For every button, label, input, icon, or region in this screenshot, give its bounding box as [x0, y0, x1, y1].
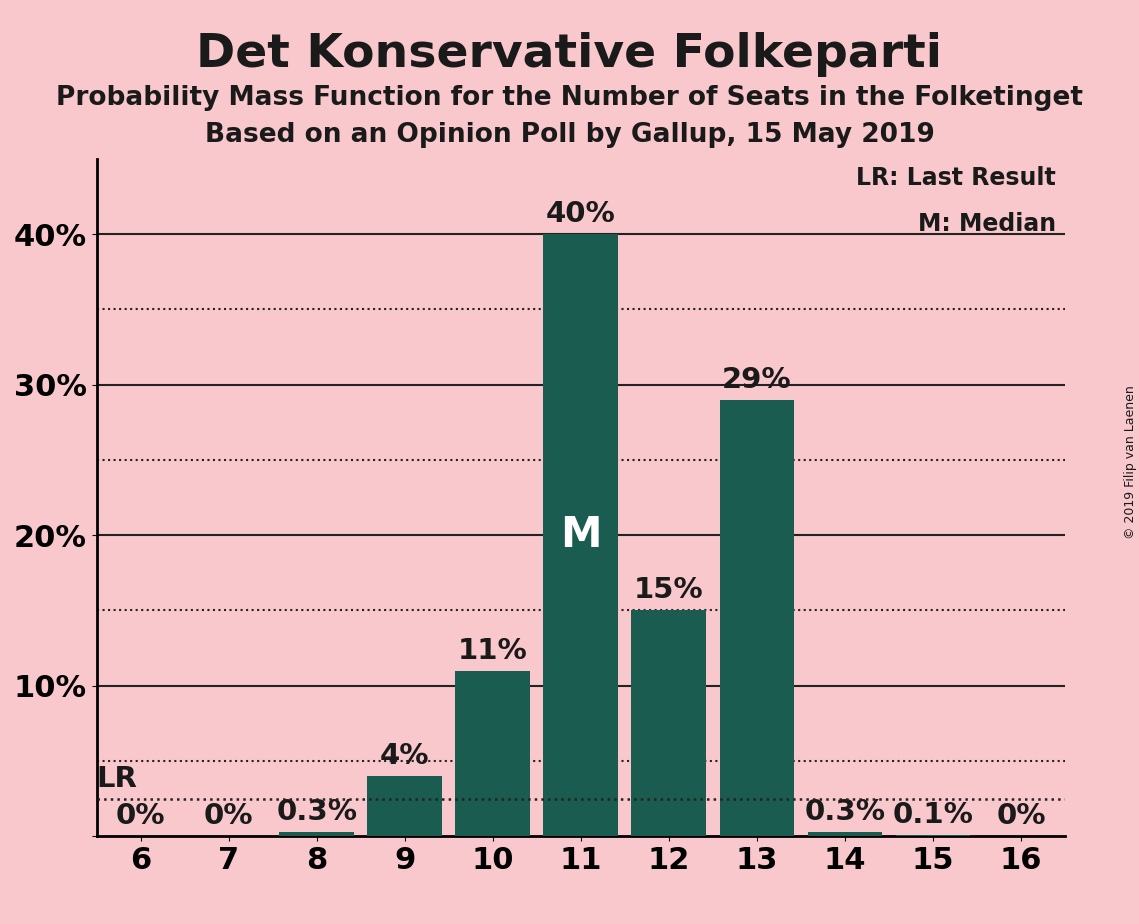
Text: 0.3%: 0.3% [804, 797, 885, 826]
Text: M: Median: M: Median [918, 212, 1056, 236]
Text: 29%: 29% [722, 366, 792, 394]
Text: Probability Mass Function for the Number of Seats in the Folketinget: Probability Mass Function for the Number… [56, 85, 1083, 111]
Bar [543, 234, 618, 836]
Text: Det Konservative Folkeparti: Det Konservative Folkeparti [197, 32, 942, 78]
Text: © 2019 Filip van Laenen: © 2019 Filip van Laenen [1124, 385, 1137, 539]
Text: 0%: 0% [116, 802, 165, 830]
Text: Based on an Opinion Poll by Gallup, 15 May 2019: Based on an Opinion Poll by Gallup, 15 M… [205, 122, 934, 148]
Bar [631, 611, 706, 836]
Text: LR: Last Result: LR: Last Result [857, 166, 1056, 190]
Text: 0.3%: 0.3% [277, 797, 358, 826]
Text: 15%: 15% [634, 577, 704, 604]
Text: LR: LR [97, 764, 138, 793]
Bar [720, 400, 794, 836]
Text: 0.1%: 0.1% [893, 801, 974, 829]
Bar [279, 832, 354, 836]
Text: 0%: 0% [204, 802, 254, 830]
Text: M: M [560, 514, 601, 556]
Bar [895, 834, 970, 836]
Text: 4%: 4% [380, 742, 429, 770]
Bar [456, 671, 531, 836]
Text: 0%: 0% [997, 802, 1046, 830]
Bar [368, 776, 442, 836]
Text: 40%: 40% [546, 201, 616, 228]
Bar [808, 832, 883, 836]
Text: 11%: 11% [458, 637, 527, 664]
